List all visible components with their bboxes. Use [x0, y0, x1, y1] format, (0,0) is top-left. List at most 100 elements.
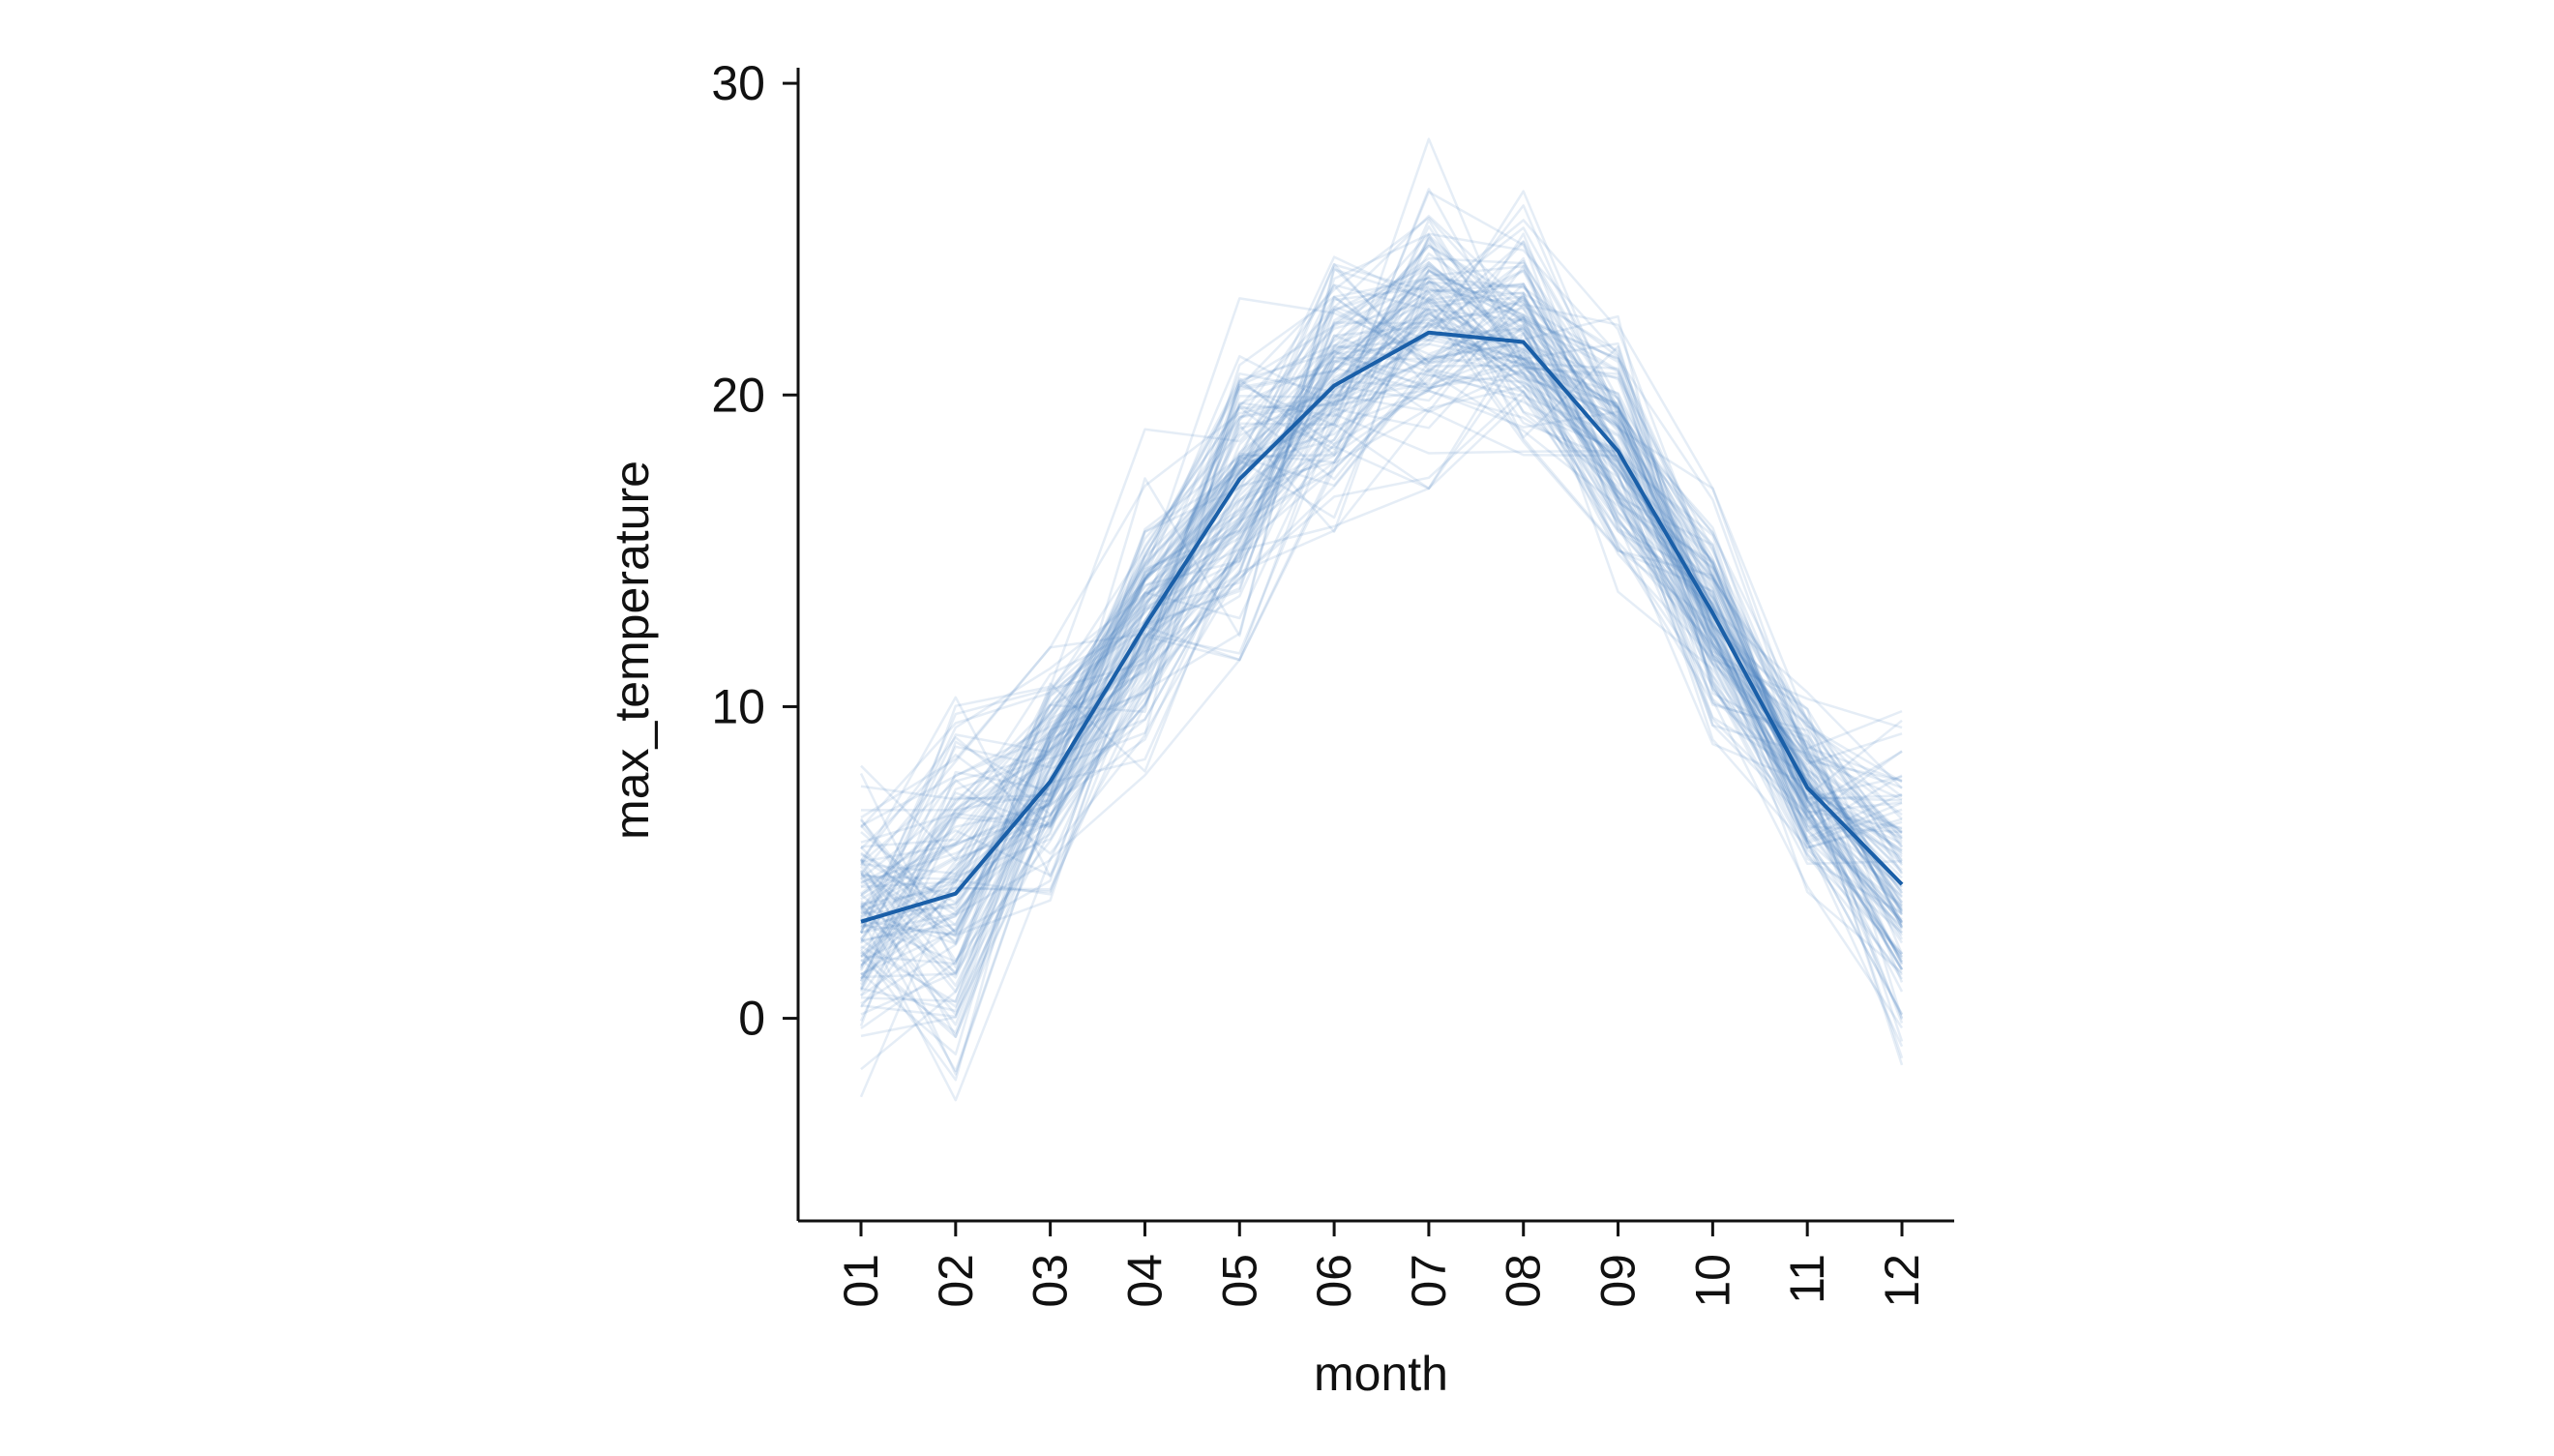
yearly-line	[860, 296, 1903, 923]
x-tick-label: 12	[1875, 1254, 1929, 1308]
yearly-line	[859, 232, 1903, 968]
yearly-line	[859, 261, 1903, 1076]
yearly-line	[860, 332, 1903, 966]
yearly-line	[860, 409, 1903, 928]
yearly-line	[860, 390, 1903, 935]
yearly-line	[859, 317, 1903, 941]
yearly-lines-group	[859, 137, 1904, 1102]
yearly-line	[859, 260, 1903, 982]
mean-line	[860, 330, 1904, 924]
yearly-line	[859, 397, 1903, 993]
yearly-line	[859, 300, 1903, 1073]
yearly-line	[860, 347, 1904, 1016]
x-tick-label: 04	[1117, 1254, 1172, 1308]
yearly-line	[860, 219, 1904, 933]
x-tick-label: 03	[1024, 1254, 1078, 1308]
yearly-line	[859, 363, 1904, 1019]
yearly-line	[859, 283, 1903, 963]
yearly-line	[860, 349, 1904, 1048]
yearly-line	[860, 354, 1903, 997]
y-tick-label: 0	[738, 992, 765, 1046]
yearly-line	[860, 295, 1903, 958]
yearly-line	[860, 252, 1904, 915]
yearly-line	[859, 219, 1904, 925]
yearly-line	[860, 233, 1904, 970]
yearly-line	[860, 269, 1903, 911]
x-tick-label: 01	[834, 1254, 888, 1308]
yearly-line	[860, 291, 1904, 1024]
yearly-line	[859, 332, 1903, 1022]
yearly-line	[860, 244, 1903, 927]
x-tick-label: 10	[1685, 1254, 1739, 1308]
yearly-line	[860, 264, 1903, 918]
yearly-line	[860, 236, 1904, 1029]
yearly-line	[860, 233, 1904, 993]
yearly-line	[860, 191, 1903, 819]
y-tick-label: 10	[711, 679, 765, 733]
yearly-line	[860, 308, 1903, 945]
yearly-line	[860, 341, 1904, 915]
yearly-line	[860, 296, 1904, 1059]
yearly-line	[860, 268, 1904, 986]
yearly-line	[860, 371, 1903, 958]
yearly-line	[860, 242, 1903, 909]
yearly-line	[860, 268, 1903, 1004]
yearly-line	[860, 290, 1904, 912]
yearly-line	[860, 412, 1904, 1039]
yearly-line	[860, 270, 1903, 916]
yearly-line	[859, 294, 1903, 996]
yearly-line	[860, 232, 1903, 904]
yearly-line	[859, 280, 1903, 1098]
axes-group	[796, 68, 1954, 1223]
yearly-line	[860, 300, 1903, 936]
yearly-line	[860, 226, 1903, 1013]
yearly-line	[860, 190, 1904, 1020]
x-tick-label: 02	[929, 1254, 983, 1308]
yearly-line	[860, 295, 1903, 943]
mean-line-group	[860, 330, 1904, 924]
yearly-line	[860, 328, 1904, 1042]
yearly-line	[860, 282, 1903, 976]
y-ticks-group: 0 10 20 30	[711, 56, 798, 1046]
yearly-line	[860, 259, 1903, 988]
yearly-line	[860, 308, 1904, 970]
yearly-line	[860, 373, 1903, 884]
x-tick-label: 08	[1497, 1254, 1551, 1308]
yearly-line	[859, 367, 1904, 980]
yearly-line	[860, 256, 1903, 976]
yearly-line	[860, 295, 1904, 942]
yearly-line	[859, 334, 1903, 878]
x-tick-label: 05	[1212, 1254, 1266, 1308]
yearly-line	[860, 315, 1904, 958]
yearly-line	[860, 291, 1903, 945]
yearly-line	[860, 256, 1904, 1008]
yearly-line	[860, 277, 1903, 888]
yearly-line	[859, 204, 1903, 934]
yearly-line	[859, 367, 1903, 990]
x-tick-label: 06	[1307, 1254, 1361, 1308]
yearly-line	[860, 321, 1903, 929]
yearly-line	[860, 216, 1903, 974]
yearly-line	[860, 283, 1903, 1071]
yearly-line	[860, 282, 1904, 965]
yearly-line	[860, 389, 1903, 936]
y-axis-label: max_temperature	[605, 461, 659, 840]
yearly-line	[860, 307, 1903, 935]
yearly-line	[860, 255, 1903, 1026]
yearly-line	[860, 331, 1903, 1055]
yearly-line	[860, 275, 1904, 1003]
x-tick-label: 07	[1402, 1254, 1456, 1308]
yearly-line	[860, 287, 1904, 944]
yearly-line	[859, 303, 1904, 960]
yearly-line	[860, 316, 1903, 911]
yearly-line	[860, 215, 1904, 863]
yearly-line	[859, 281, 1903, 969]
x-axis-label: month	[1314, 1347, 1448, 1401]
yearly-line	[859, 240, 1903, 934]
yearly-line	[860, 263, 1903, 844]
yearly-line	[860, 269, 1904, 955]
yearly-line	[859, 297, 1903, 1026]
yearly-line	[859, 307, 1903, 982]
